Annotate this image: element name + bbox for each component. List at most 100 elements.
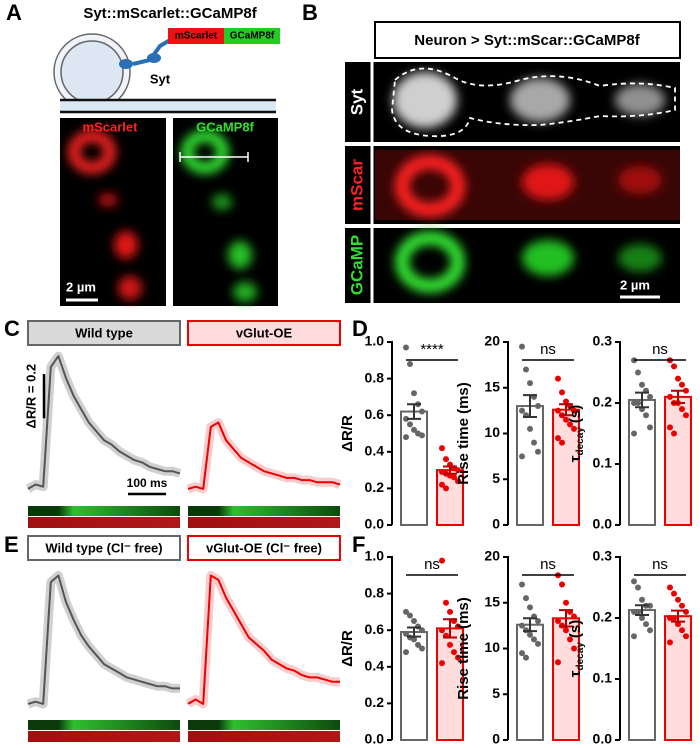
y-tick-label: 0.3 <box>593 333 613 349</box>
data-point <box>555 407 561 414</box>
data-point <box>403 649 409 656</box>
data-point <box>643 412 649 419</box>
error-bar <box>407 403 421 420</box>
data-point <box>555 618 561 625</box>
y-tick-label: 0.6 <box>365 406 385 422</box>
data-point <box>571 407 577 414</box>
y-tick-label: 0.4 <box>365 443 385 459</box>
row-label: mScar <box>347 159 366 211</box>
data-point <box>419 627 425 634</box>
y-tick-label: 0.0 <box>365 731 385 747</box>
y-tick-label: 20 <box>484 333 500 349</box>
y-tick-label: 0.2 <box>365 694 385 710</box>
data-point <box>523 654 529 661</box>
data-point <box>403 434 409 441</box>
title-box <box>374 21 681 59</box>
data-point <box>439 481 445 488</box>
data-point <box>447 608 453 615</box>
data-point <box>647 627 653 634</box>
error-bar <box>559 609 573 628</box>
data-point <box>679 381 685 388</box>
data-point <box>451 649 457 656</box>
data-point <box>447 641 453 648</box>
data-point <box>451 474 457 481</box>
y-axis-label-text: ΔR/R <box>339 415 356 452</box>
y-tick-label: 1.0 <box>365 333 385 349</box>
data-point <box>647 424 653 431</box>
data-point <box>443 485 449 492</box>
bar <box>516 405 544 526</box>
kymographs <box>28 506 340 742</box>
data-point <box>519 407 525 414</box>
significance: **** <box>420 341 444 358</box>
data-point <box>411 618 417 625</box>
y-tick-label: 5 <box>492 470 500 486</box>
data-point <box>683 633 689 640</box>
gcamp-box-label: GCaMP8f <box>230 31 275 42</box>
scale-label: 2 µm <box>620 277 650 292</box>
significance: ns <box>424 556 440 573</box>
significance: ns <box>652 556 668 573</box>
data-point <box>415 641 421 648</box>
data-point <box>675 596 681 603</box>
y-tick-label: 0.6 <box>365 621 385 637</box>
data-point <box>671 363 677 370</box>
data-point <box>455 467 461 474</box>
y-axis-label: τdecay (s) <box>567 405 586 462</box>
error-bar <box>523 394 537 419</box>
data-point <box>555 375 561 382</box>
data-point <box>439 627 445 634</box>
condition-box <box>27 535 181 561</box>
data-point <box>523 366 529 373</box>
data-point <box>679 627 685 634</box>
data-point <box>527 604 533 611</box>
data-point <box>519 581 525 588</box>
data-point <box>535 448 541 455</box>
y-tick-label: 0.1 <box>593 455 613 471</box>
data-point <box>535 403 541 410</box>
data-point <box>527 380 533 387</box>
data-point <box>439 660 445 667</box>
error-bar <box>635 604 649 616</box>
y-tick-label: 5 <box>492 685 500 701</box>
data-point <box>439 557 445 564</box>
data-point <box>639 381 645 388</box>
scale-label: 100 ms <box>127 476 168 490</box>
panel-label: C <box>4 316 20 341</box>
y-tick-label: 0 <box>492 731 500 747</box>
data-point <box>527 425 533 432</box>
y-tick-label: 15 <box>484 593 500 609</box>
bar <box>628 609 656 741</box>
bar <box>400 410 428 527</box>
data-point <box>671 615 677 621</box>
error-bar <box>671 609 685 623</box>
data-point <box>519 453 525 460</box>
trace <box>27 355 181 490</box>
y-axis-label: Rise time (ms) <box>455 597 472 700</box>
row-label: Syt <box>347 88 366 115</box>
condition-box <box>187 320 341 346</box>
panel-label: B <box>302 0 318 25</box>
data-point <box>631 430 637 437</box>
data-point <box>407 360 413 367</box>
data-point <box>667 639 673 646</box>
data-point <box>443 599 449 606</box>
data-point <box>679 406 685 413</box>
data-point <box>631 578 637 585</box>
data-point <box>419 408 425 415</box>
y-tick-label: 0.8 <box>365 584 385 600</box>
condition-label: vGlut-OE (Cl⁻ free) <box>206 540 322 555</box>
bar <box>628 398 656 527</box>
data-point <box>567 636 573 643</box>
data-point <box>675 375 681 382</box>
data-point <box>407 612 413 619</box>
significance: ns <box>652 341 668 358</box>
data-point <box>635 369 641 376</box>
y-tick-label: 0.3 <box>593 548 613 564</box>
data-point <box>439 445 445 452</box>
data-point <box>411 426 417 433</box>
trace <box>187 421 341 490</box>
y-tick-label: 0.2 <box>593 609 613 625</box>
data-point <box>563 599 569 606</box>
